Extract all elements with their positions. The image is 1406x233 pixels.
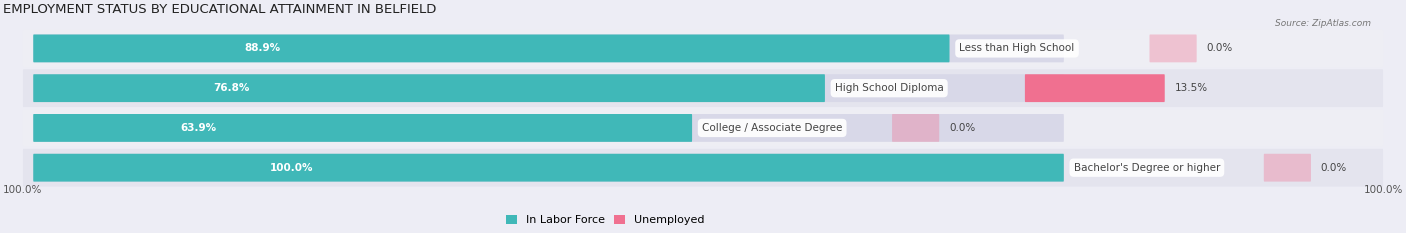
Text: 63.9%: 63.9% xyxy=(180,123,217,133)
Text: Bachelor's Degree or higher: Bachelor's Degree or higher xyxy=(1074,163,1220,173)
FancyBboxPatch shape xyxy=(22,149,1384,187)
FancyBboxPatch shape xyxy=(1150,34,1197,62)
Text: High School Diploma: High School Diploma xyxy=(835,83,943,93)
Text: College / Associate Degree: College / Associate Degree xyxy=(702,123,842,133)
Text: 0.0%: 0.0% xyxy=(949,123,976,133)
FancyBboxPatch shape xyxy=(34,74,825,102)
FancyBboxPatch shape xyxy=(891,114,939,142)
Text: 0.0%: 0.0% xyxy=(1206,43,1233,53)
FancyBboxPatch shape xyxy=(34,114,692,142)
Text: 100.0%: 100.0% xyxy=(1364,185,1403,195)
Text: EMPLOYMENT STATUS BY EDUCATIONAL ATTAINMENT IN BELFIELD: EMPLOYMENT STATUS BY EDUCATIONAL ATTAINM… xyxy=(3,3,436,16)
FancyBboxPatch shape xyxy=(1025,74,1164,102)
FancyBboxPatch shape xyxy=(34,74,1064,102)
FancyBboxPatch shape xyxy=(22,30,1384,67)
Legend: In Labor Force, Unemployed: In Labor Force, Unemployed xyxy=(502,211,709,230)
Text: 88.9%: 88.9% xyxy=(245,43,281,53)
FancyBboxPatch shape xyxy=(34,154,1064,182)
FancyBboxPatch shape xyxy=(34,34,949,62)
FancyBboxPatch shape xyxy=(34,114,1064,142)
FancyBboxPatch shape xyxy=(1264,154,1310,182)
Text: Less than High School: Less than High School xyxy=(959,43,1074,53)
FancyBboxPatch shape xyxy=(22,109,1384,147)
Text: 100.0%: 100.0% xyxy=(270,163,314,173)
Text: Source: ZipAtlas.com: Source: ZipAtlas.com xyxy=(1275,19,1371,28)
Text: 76.8%: 76.8% xyxy=(214,83,250,93)
FancyBboxPatch shape xyxy=(22,69,1384,107)
Text: 13.5%: 13.5% xyxy=(1174,83,1208,93)
Text: 100.0%: 100.0% xyxy=(3,185,42,195)
FancyBboxPatch shape xyxy=(34,34,1064,62)
FancyBboxPatch shape xyxy=(34,154,1064,182)
Text: 0.0%: 0.0% xyxy=(1320,163,1347,173)
